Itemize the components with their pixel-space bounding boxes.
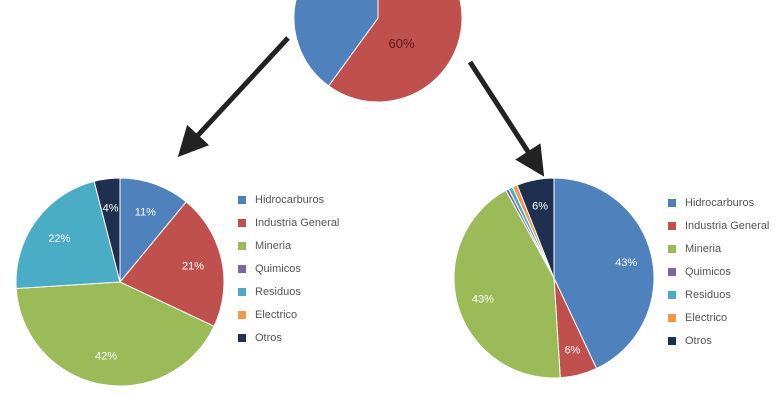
legend-swatch	[668, 221, 676, 230]
legend-right-item-5: Electrico	[668, 306, 769, 329]
legend-swatch	[668, 313, 676, 322]
legend-swatch	[238, 310, 246, 319]
pie-top-label-0: 60%	[389, 36, 415, 51]
pie-right: 43% 6% 43% 6%	[453, 177, 655, 379]
pie-right-label-1: 6%	[564, 345, 580, 357]
pie-right-label-6: 6%	[532, 200, 548, 212]
legend-swatch	[668, 290, 676, 299]
legend-left-item-6: Otros	[238, 326, 339, 349]
legend-right-item-2: Mineria	[668, 237, 769, 260]
legend-label: Otros	[255, 331, 282, 344]
legend-right: Hidrocarburos Industria General Mineria Qui…	[668, 191, 769, 352]
legend-label: Otros	[685, 334, 712, 347]
pie-top-slice-1	[293, 0, 379, 87]
legend-right-item-1: Industria General	[668, 214, 769, 237]
left-arrow	[177, 36, 290, 158]
legend-label: Residuos	[685, 288, 731, 301]
legend-swatch	[668, 336, 676, 345]
pie-left-slice-6	[93, 177, 121, 283]
pie-right-label-0: 43%	[615, 257, 637, 269]
pie-left: 11% 21% 42% 22% 4%	[15, 177, 225, 387]
legend-left-item-2: Mineria	[238, 234, 339, 257]
legend-swatch	[668, 198, 676, 207]
legend-label: Hidrocarburos	[255, 193, 325, 206]
legend-label: Industria General	[685, 219, 770, 232]
legend-left-item-4: Residuos	[238, 280, 339, 303]
pie-left-label-0: 11%	[135, 207, 156, 219]
right-arrow	[467, 60, 545, 177]
pie-top: 60%	[293, 0, 463, 103]
pie-left-slice-4	[15, 180, 121, 290]
legend-swatch	[668, 244, 676, 253]
pie-left-slice-2	[15, 281, 215, 387]
legend-label: Quimicos	[685, 265, 731, 278]
pie-left-label-6: 4%	[103, 203, 119, 215]
legend-right-item-0: Hidrocarburos	[668, 191, 769, 214]
legend-right-item-4: Residuos	[668, 283, 769, 306]
pie-left-slice-0	[119, 177, 187, 284]
legend-swatch	[238, 218, 246, 227]
pie-left-slice-1	[119, 201, 225, 327]
legend-swatch	[238, 287, 246, 296]
legend-left-item-0: Hidrocarburos	[238, 188, 339, 211]
pie-left-label-2: 42%	[95, 351, 117, 363]
pie-right-slice-6	[516, 177, 555, 279]
legend-label: Electrico	[685, 311, 728, 324]
pie-right-slice-0	[553, 177, 655, 370]
legend-left-item-3: Quimicos	[238, 257, 339, 280]
pie-top-slice-0	[327, 0, 463, 103]
legend-label: Mineria	[255, 239, 292, 252]
legend-label: Hidrocarburos	[685, 196, 755, 209]
legend-swatch	[238, 333, 246, 342]
legend-label: Mineria	[685, 242, 722, 255]
legend-label: Quimicos	[255, 262, 301, 275]
legend-left-item-1: Industria General	[238, 211, 339, 234]
legend-swatch	[238, 241, 246, 250]
pie-left-label-4: 22%	[48, 233, 70, 245]
legend-label: Industria General	[255, 216, 340, 229]
pie-right-label-2: 43%	[472, 294, 494, 306]
legend-swatch	[668, 267, 676, 276]
legend-right-item-3: Quimicos	[668, 260, 769, 283]
legend-right-item-6: Otros	[668, 329, 769, 352]
legend-swatch	[238, 264, 246, 273]
legend-left-item-5: Electrico	[238, 303, 339, 326]
legend-label: Residuos	[255, 285, 301, 298]
legend-left: Hidrocarburos Industria General Mineria Qui…	[238, 188, 339, 349]
pie-left-label-1: 21%	[182, 261, 204, 273]
legend-swatch	[238, 195, 246, 204]
pie-right-slice-2	[453, 189, 561, 379]
legend-label: Electrico	[255, 308, 298, 321]
